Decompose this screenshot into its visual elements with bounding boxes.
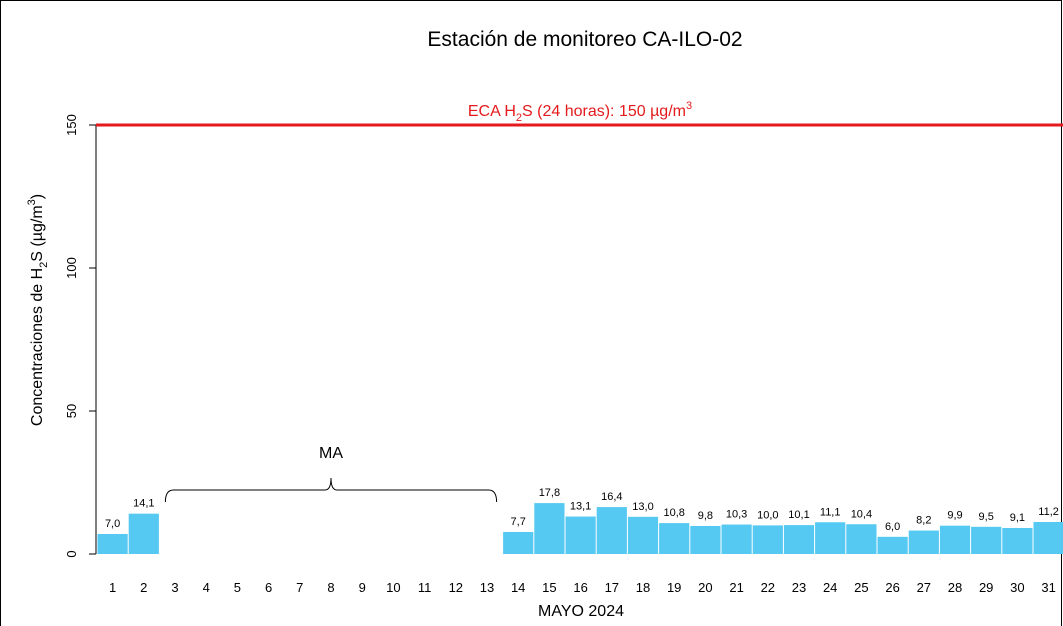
y-label-sup: 3 bbox=[26, 199, 38, 205]
y-label-part: S (µg/m bbox=[29, 205, 46, 261]
x-tick-label: 15 bbox=[542, 580, 556, 595]
x-tick-label: 3 bbox=[171, 580, 178, 595]
bar bbox=[815, 522, 846, 554]
y-tick-label: 100 bbox=[64, 257, 79, 279]
x-tick-label: 17 bbox=[605, 580, 619, 595]
x-tick-label: 8 bbox=[327, 580, 334, 595]
value-label: 10,0 bbox=[757, 509, 778, 521]
x-tick-label: 12 bbox=[449, 580, 463, 595]
value-label: 14,1 bbox=[133, 498, 154, 510]
bar bbox=[690, 525, 721, 554]
bar bbox=[877, 536, 908, 554]
y-tick-label: 0 bbox=[64, 550, 79, 557]
value-label: 13,1 bbox=[570, 501, 591, 513]
y-axis-label: Concentraciones de H2S (µg/m3) bbox=[26, 194, 50, 426]
x-tick-label: 22 bbox=[761, 580, 775, 595]
x-tick-label: 5 bbox=[234, 580, 241, 595]
value-label: 8,2 bbox=[916, 515, 931, 527]
x-tick-label: 14 bbox=[511, 580, 525, 595]
x-tick-label: 31 bbox=[1041, 580, 1055, 595]
bar bbox=[939, 525, 971, 554]
x-tick-label: 25 bbox=[854, 580, 868, 595]
value-label: 17,8 bbox=[539, 487, 560, 499]
y-label-part: ) bbox=[29, 194, 46, 199]
value-label: 7,7 bbox=[511, 516, 526, 528]
x-tick-label: 21 bbox=[729, 580, 743, 595]
x-tick-label: 29 bbox=[979, 580, 993, 595]
bar bbox=[503, 531, 534, 554]
bar bbox=[534, 503, 565, 554]
bar bbox=[721, 524, 752, 554]
x-tick-label: 11 bbox=[418, 580, 432, 595]
x-tick-label: 23 bbox=[792, 580, 806, 595]
x-tick-label: 20 bbox=[698, 580, 712, 595]
bar bbox=[659, 523, 690, 554]
bar bbox=[97, 533, 128, 554]
value-label: 6,0 bbox=[885, 521, 900, 533]
x-tick-label: 26 bbox=[885, 580, 899, 595]
value-label: 9,9 bbox=[947, 510, 962, 522]
x-tick-label: 6 bbox=[265, 580, 272, 595]
bar bbox=[783, 525, 815, 554]
x-tick-label: 28 bbox=[948, 580, 962, 595]
value-label: 10,1 bbox=[788, 509, 809, 521]
bar bbox=[1002, 527, 1033, 554]
value-label: 10,8 bbox=[663, 507, 684, 519]
x-tick-label: 27 bbox=[917, 580, 931, 595]
value-label: 11,1 bbox=[820, 506, 841, 518]
bar bbox=[565, 516, 596, 554]
x-tick-label: 7 bbox=[296, 580, 303, 595]
value-label: 9,1 bbox=[1010, 512, 1025, 524]
y-tick-label: 50 bbox=[64, 404, 79, 418]
x-tick-label: 18 bbox=[636, 580, 650, 595]
ref-label-part: ECA H bbox=[468, 103, 516, 120]
bar bbox=[908, 530, 939, 554]
ref-label-sup: 3 bbox=[686, 100, 692, 112]
x-tick-label: 30 bbox=[1010, 580, 1024, 595]
value-label: 16,4 bbox=[601, 491, 622, 503]
x-tick-label: 19 bbox=[667, 580, 681, 595]
annotation-brace bbox=[164, 477, 498, 503]
x-axis-label: MAYO 2024 bbox=[538, 603, 624, 620]
bar bbox=[752, 525, 783, 554]
annotation: MA bbox=[319, 445, 343, 462]
x-tick-label: 10 bbox=[386, 580, 400, 595]
bar bbox=[1033, 521, 1063, 554]
bar bbox=[971, 526, 1002, 554]
x-tick-label: 9 bbox=[359, 580, 366, 595]
ref-label-sub: 2 bbox=[516, 112, 522, 124]
value-label: 10,3 bbox=[726, 509, 747, 521]
value-label: 13,0 bbox=[632, 501, 653, 513]
y-label-sub: 2 bbox=[38, 262, 50, 268]
x-tick-label: 24 bbox=[823, 580, 837, 595]
bar bbox=[846, 524, 877, 554]
bar bbox=[596, 507, 627, 554]
x-tick-label: 1 bbox=[109, 580, 116, 595]
x-tick-label: 16 bbox=[573, 580, 587, 595]
ref-label-part: S (24 horas): 150 µg/m bbox=[522, 103, 686, 120]
bar bbox=[627, 516, 659, 554]
x-tick-label: 13 bbox=[480, 580, 494, 595]
x-tick-label: 4 bbox=[203, 580, 210, 595]
x-tick-label: 2 bbox=[140, 580, 147, 595]
reference-label: ECA H2S (24 horas): 150 µg/m3 bbox=[468, 100, 692, 124]
value-label: 11,2 bbox=[1038, 506, 1059, 518]
y-label-part: Concentraciones de H bbox=[29, 268, 46, 426]
value-label: 9,5 bbox=[979, 511, 994, 523]
value-label: 9,8 bbox=[698, 510, 713, 522]
value-label: 10,4 bbox=[851, 508, 872, 520]
chart-title: Estación de monitoreo CA-ILO-02 bbox=[427, 28, 742, 51]
bar bbox=[128, 513, 159, 554]
value-label: 7,0 bbox=[105, 518, 120, 530]
y-tick-label: 150 bbox=[64, 114, 79, 136]
